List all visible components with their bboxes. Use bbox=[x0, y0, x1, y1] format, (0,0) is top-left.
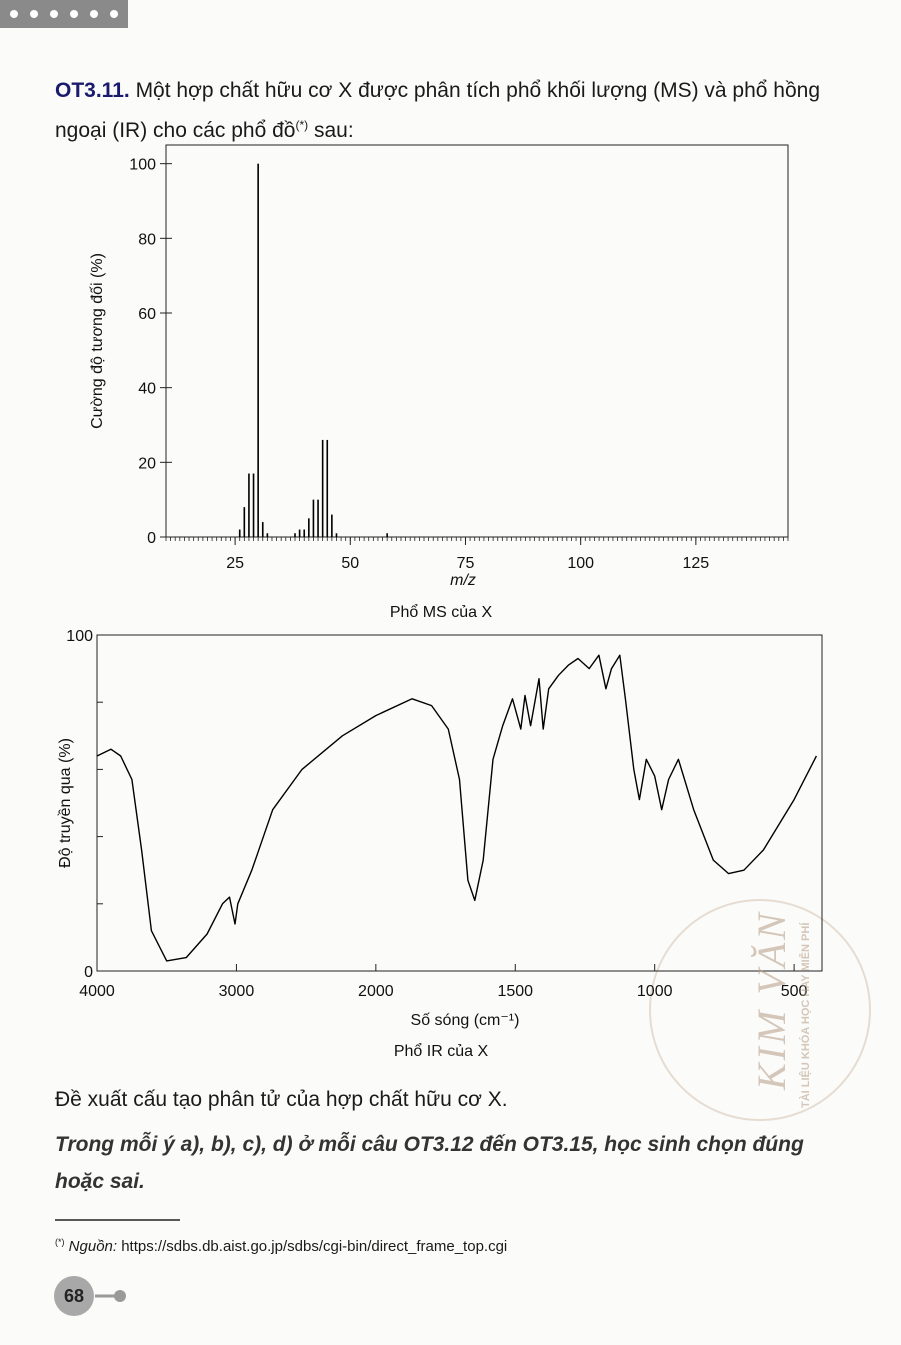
y-tick-label: 100 bbox=[129, 157, 156, 174]
x-tick-label: 500 bbox=[781, 983, 808, 1000]
peak bbox=[266, 533, 269, 537]
watermark-tagline: TÀI LIỆU KHÓA HỌC HAY MIỄN PHÍ bbox=[800, 922, 812, 1108]
peak bbox=[243, 507, 246, 537]
page-tab-dot bbox=[114, 1290, 126, 1302]
peak bbox=[335, 533, 338, 537]
peak bbox=[386, 533, 388, 537]
peak bbox=[326, 439, 329, 537]
x-tick-label: 3000 bbox=[219, 983, 255, 1000]
footnote: (*) Nguồn: https://sdbs.db.aist.go.jp/sd… bbox=[55, 1232, 507, 1257]
y-axis-label: Cường độ tương đối (%) bbox=[89, 253, 106, 429]
peak bbox=[331, 514, 333, 537]
y-tick-label: 80 bbox=[138, 231, 156, 248]
y-axis-label: Độ truyền qua (%) bbox=[57, 738, 74, 868]
peak bbox=[308, 518, 310, 537]
y-tick-label: 40 bbox=[138, 381, 156, 398]
prompt: Đề xuất cấu tạo phân tử của hợp chất hữu… bbox=[55, 1088, 508, 1111]
y-tick-label: 0 bbox=[84, 964, 93, 981]
question: OT3.11. Một hợp chất hữu cơ X được phân … bbox=[55, 74, 845, 148]
question-number: OT3.11. bbox=[55, 79, 130, 102]
footnote-label: Nguồn: bbox=[68, 1238, 118, 1255]
peak bbox=[252, 473, 255, 537]
header-band bbox=[0, 0, 128, 28]
instruction: Trong mỗi ý a), b), c), d) ở mỗi câu OT3… bbox=[55, 1133, 804, 1193]
x-tick-label: 2000 bbox=[358, 983, 394, 1000]
peak bbox=[294, 533, 296, 537]
y-tick-label: 20 bbox=[138, 455, 156, 472]
x-axis-label: Số sóng (cm⁻¹) bbox=[411, 1012, 520, 1029]
footnote-url: https://sdbs.db.aist.go.jp/sdbs/cgi-bin/… bbox=[121, 1238, 508, 1255]
peak bbox=[298, 529, 301, 537]
peak bbox=[303, 529, 306, 537]
watermark-ring bbox=[649, 899, 871, 1121]
x-tick-label: 25 bbox=[226, 555, 244, 572]
footnote-mark: (*) bbox=[55, 1237, 65, 1247]
x-axis-label: m/z bbox=[450, 572, 476, 589]
x-tick-label: 50 bbox=[341, 555, 359, 572]
plot-frame bbox=[96, 634, 823, 972]
x-tick-label: 125 bbox=[683, 555, 710, 572]
y-tick-label: 60 bbox=[138, 306, 156, 323]
peak bbox=[261, 522, 264, 537]
page-badge bbox=[54, 1276, 94, 1316]
x-tick-label: 4000 bbox=[79, 983, 115, 1000]
x-tick-label: 1500 bbox=[497, 983, 533, 1000]
peak bbox=[317, 499, 319, 537]
header-dots bbox=[10, 10, 118, 18]
plot-frame bbox=[165, 144, 789, 538]
ms-chart: 25 50 75 100 125 0 20 40 60 80 100 Cường độ tương đ… bbox=[89, 144, 789, 621]
peak bbox=[257, 163, 259, 537]
peak bbox=[238, 529, 241, 537]
chart-caption: Phổ IR của X bbox=[394, 1042, 489, 1060]
chart-caption: Phổ MS của X bbox=[390, 603, 493, 621]
question-text: Một hợp chất hữu cơ X được phân tích phổ… bbox=[55, 79, 821, 142]
peak bbox=[321, 439, 324, 537]
ir-chart: 4000 3000 2000 1500 1000 500 0 100 Độ truyền qua… bbox=[57, 628, 823, 1060]
x-tick-label: 100 bbox=[567, 555, 594, 572]
note-mark: (*) bbox=[295, 118, 309, 132]
y-tick-label: 0 bbox=[147, 530, 156, 547]
watermark-brand: KIM VĂN bbox=[749, 910, 794, 1090]
x-tick-label: 75 bbox=[457, 555, 475, 572]
spectrum-line bbox=[96, 654, 818, 962]
x-tick-label: 1000 bbox=[637, 983, 673, 1000]
page-number: 68 bbox=[64, 1286, 84, 1306]
peak bbox=[248, 473, 250, 537]
question-end: sau: bbox=[314, 119, 354, 142]
y-tick-label: 100 bbox=[66, 628, 93, 645]
peak bbox=[312, 499, 315, 537]
